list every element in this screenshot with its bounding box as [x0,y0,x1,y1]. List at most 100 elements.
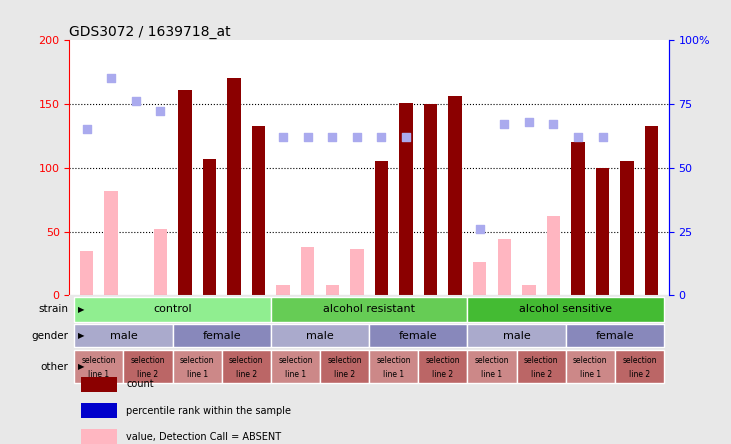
Point [81,126,93,133]
Text: selection: selection [524,356,558,365]
Text: count: count [126,379,154,389]
Bar [252,126,265,295]
Bar [350,250,363,295]
Point [645,11,657,18]
Text: selection: selection [327,356,362,365]
Bar [75,324,173,347]
Bar [271,324,369,347]
Text: line 2: line 2 [629,370,650,379]
Bar [154,229,167,295]
Point [351,134,363,141]
Bar [173,324,271,347]
Bar [325,285,339,295]
Bar [424,104,437,295]
Point [596,134,608,141]
Text: alcohol resistant: alcohol resistant [323,304,415,314]
Text: gender: gender [31,330,68,341]
Point [327,134,338,141]
Point [130,98,142,105]
Bar [80,251,94,295]
Bar [418,350,467,383]
Text: male: male [306,330,334,341]
Bar [615,350,664,383]
Bar [522,285,536,295]
Point [474,226,485,233]
Text: line 2: line 2 [432,370,453,379]
Bar [566,324,664,347]
Text: line 1: line 1 [186,370,208,379]
Point [179,3,191,10]
Bar [75,297,271,322]
Text: percentile rank within the sample: percentile rank within the sample [126,405,292,416]
Bar [596,168,610,295]
Bar [467,297,664,322]
Bar [227,78,240,295]
Text: line 2: line 2 [531,370,552,379]
Bar [571,142,585,295]
Bar [271,350,320,383]
Text: selection: selection [376,356,411,365]
Text: selection: selection [279,356,313,365]
Text: selection: selection [573,356,607,365]
Text: line 1: line 1 [482,370,502,379]
Point [228,0,240,5]
Bar [276,285,290,295]
Point [450,11,461,18]
Bar [369,350,418,383]
Bar [369,324,467,347]
Text: ▶: ▶ [78,331,85,340]
Text: line 2: line 2 [236,370,257,379]
Bar [320,350,369,383]
Bar [202,159,216,295]
Text: line 1: line 1 [285,370,306,379]
Text: value, Detection Call = ABSENT: value, Detection Call = ABSENT [126,432,281,442]
Bar [399,103,413,295]
Point [621,16,633,23]
Bar [105,190,118,295]
Text: selection: selection [474,356,510,365]
Point [154,108,166,115]
Text: selection: selection [131,356,165,365]
Bar [566,350,615,383]
Bar [81,429,118,444]
Bar [178,90,192,295]
Point [572,134,584,141]
Point [302,134,314,141]
Text: ▶: ▶ [78,362,85,371]
Point [277,134,289,141]
Text: selection: selection [229,356,264,365]
Point [548,121,559,128]
Text: alcohol sensitive: alcohol sensitive [519,304,612,314]
Point [204,16,216,23]
Text: male: male [110,330,137,341]
Bar [124,350,173,383]
Bar [221,350,271,383]
Bar [645,126,659,295]
Text: male: male [503,330,531,341]
Bar [467,324,566,347]
Text: ▶: ▶ [78,305,85,313]
Point [499,121,510,128]
Text: selection: selection [82,356,116,365]
Bar [375,161,388,295]
Text: GDS3072 / 1639718_at: GDS3072 / 1639718_at [69,25,231,39]
Bar [517,350,566,383]
Bar [621,161,634,295]
Bar [448,96,462,295]
Text: selection: selection [425,356,460,365]
Text: female: female [399,330,438,341]
Bar [81,377,118,392]
Bar [467,350,517,383]
Text: other: other [40,361,68,372]
Bar [547,216,560,295]
Point [523,118,534,125]
Bar [271,297,467,322]
Text: line 2: line 2 [137,370,159,379]
Bar [173,350,221,383]
Text: line 2: line 2 [334,370,355,379]
Bar [81,403,118,418]
Text: control: control [154,304,192,314]
Text: selection: selection [180,356,214,365]
Text: female: female [202,330,241,341]
Text: female: female [596,330,634,341]
